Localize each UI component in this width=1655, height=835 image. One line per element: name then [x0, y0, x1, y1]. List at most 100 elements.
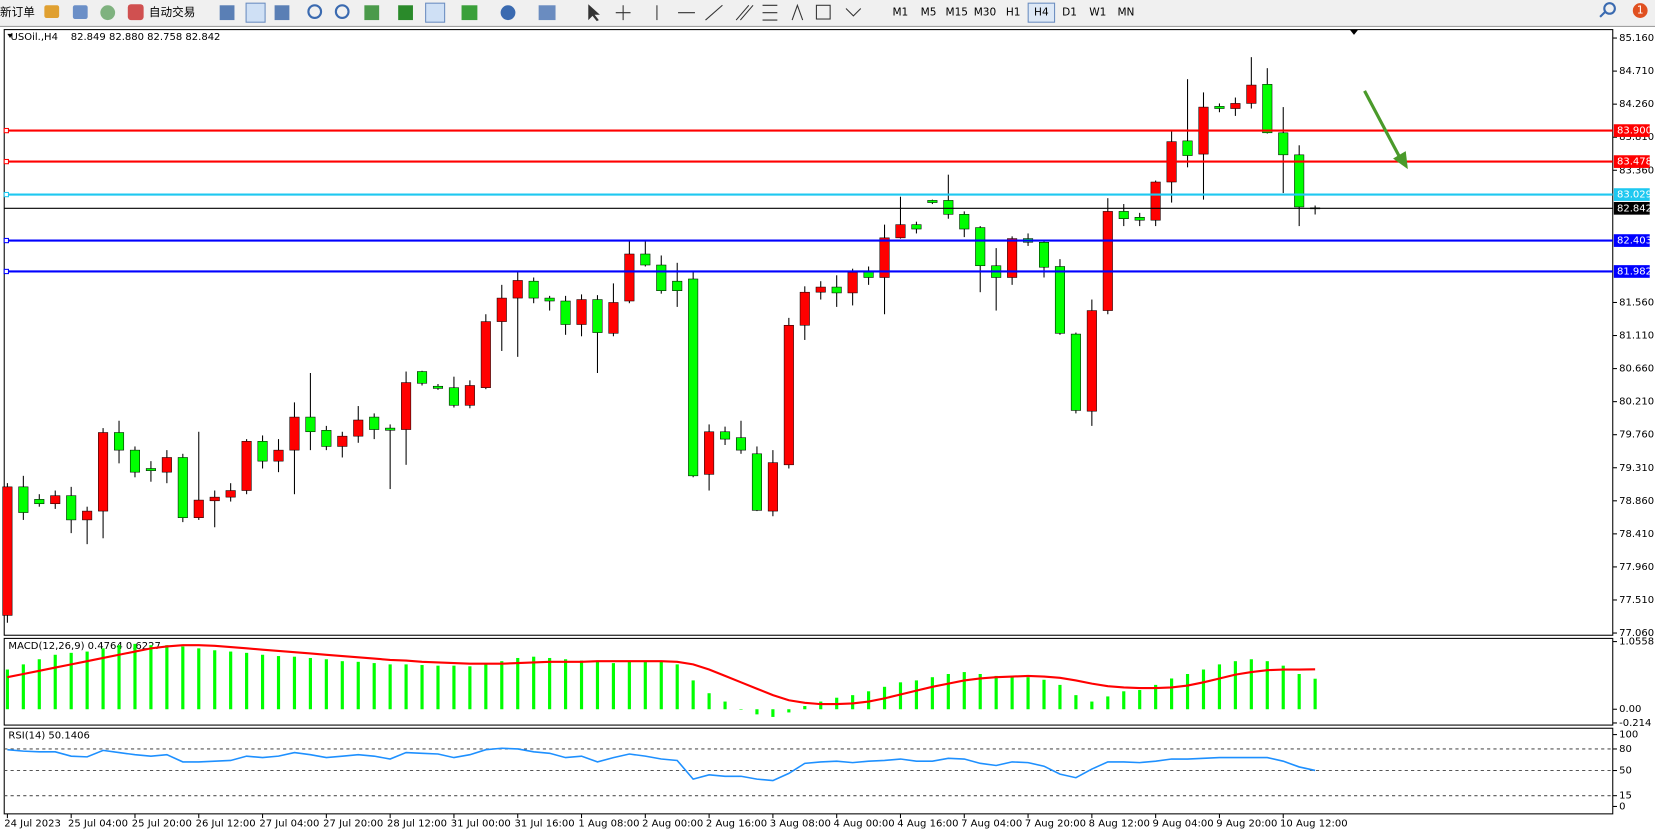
y-tick-label: 81.560 — [1619, 297, 1654, 308]
macd-bar — [388, 664, 392, 710]
level-label-bg — [1613, 234, 1650, 247]
candle-body — [82, 510, 93, 521]
macd-bar — [436, 665, 440, 710]
candle-body — [640, 253, 651, 266]
icon[interactable] — [219, 5, 235, 21]
candle-body — [401, 382, 412, 430]
candle-body — [305, 416, 316, 433]
candle-body — [1054, 266, 1065, 334]
candle-body — [831, 286, 842, 294]
y-tick-label: 78.860 — [1619, 496, 1654, 507]
level-label: 83.478 — [1617, 157, 1652, 168]
chart-title: MACD(12,26,9) 0.4764 0.6227 — [8, 641, 160, 652]
timeframe-button[interactable]: M15 — [946, 7, 969, 19]
shift-marker — [1349, 29, 1359, 35]
icon[interactable] — [845, 8, 862, 17]
macd-bar — [1138, 690, 1142, 710]
y-tick-label: 79.760 — [1619, 430, 1654, 441]
candle-body — [783, 324, 794, 466]
macd-bar — [771, 709, 775, 717]
icon[interactable] — [100, 5, 116, 21]
icon[interactable] — [364, 5, 380, 21]
level-label-bg — [1613, 265, 1650, 278]
icon[interactable] — [461, 5, 478, 21]
candle-body — [432, 385, 444, 389]
timeframe-button[interactable]: MN — [1117, 7, 1134, 19]
level-label-bg — [1613, 188, 1650, 201]
icon[interactable] — [274, 5, 290, 21]
timeframe-button[interactable]: W1 — [1089, 7, 1106, 19]
macd-bar — [85, 651, 89, 710]
new-order[interactable]: 新订单 — [0, 5, 35, 19]
notification-badge[interactable] — [1632, 3, 1648, 18]
candle-body — [576, 299, 587, 325]
candle-body — [177, 457, 188, 518]
icon[interactable] — [72, 5, 88, 20]
x-tick-label: 31 Jul 16:00 — [515, 818, 575, 829]
search-icon[interactable] — [1599, 2, 1616, 18]
icon[interactable] — [44, 5, 60, 18]
candle-body — [1182, 140, 1193, 156]
notification-count: 1 — [1637, 5, 1644, 17]
level-label-bg — [1613, 124, 1650, 137]
macd-bar — [133, 643, 137, 710]
macd-bar — [165, 645, 169, 710]
macd-bar — [930, 677, 934, 710]
candle-body — [241, 441, 252, 491]
icon[interactable] — [815, 4, 831, 20]
plot: USOil.,H4 82.849 82.880 82.758 82.842 85.1… — [2, 32, 1654, 829]
icon[interactable] — [307, 4, 323, 20]
auto-trading[interactable]: 自动交易 — [149, 5, 195, 19]
candle-body — [289, 416, 300, 451]
y-tick-label: 100 — [1619, 730, 1638, 741]
candle-body — [1007, 238, 1018, 278]
y-tick-label: 0 — [1619, 801, 1625, 812]
macd-bar — [803, 706, 807, 710]
macd-bar — [914, 680, 919, 710]
level-handle — [3, 127, 9, 134]
macd-bar — [946, 673, 950, 710]
timeframe-button[interactable]: M30 — [974, 7, 997, 19]
icon[interactable] — [588, 4, 600, 22]
price-panel — [3, 29, 1614, 636]
candle-body — [448, 387, 459, 406]
annotation-arrow — [1363, 90, 1403, 162]
level-handle — [3, 237, 9, 244]
y-tick-label: 50 — [1619, 766, 1632, 777]
macd-bar — [292, 656, 297, 710]
icon[interactable] — [127, 4, 144, 21]
candle-body — [1118, 211, 1129, 220]
macd-bar — [1201, 669, 1206, 710]
candle-body — [815, 286, 826, 293]
timeframe-button[interactable]: D1 — [1062, 7, 1077, 19]
y-tick-label: 83.360 — [1619, 165, 1654, 176]
icon[interactable] — [705, 4, 723, 21]
y-tick-label: 80.660 — [1619, 364, 1654, 375]
timeframe-button[interactable]: H1 — [1006, 7, 1021, 19]
macd-bar — [627, 661, 631, 710]
toolbar: 新订单 自动交易 — [0, 0, 1655, 27]
timeframe-button[interactable]: M5 — [921, 7, 937, 19]
icon[interactable] — [762, 4, 778, 21]
macd-bar — [563, 659, 568, 710]
candle-body — [751, 453, 762, 511]
icon[interactable] — [334, 4, 350, 20]
icon[interactable] — [398, 5, 413, 21]
candle-body — [608, 302, 619, 334]
y-tick-label: 15 — [1619, 791, 1632, 802]
y-tick-label: 80 — [1619, 744, 1632, 755]
icon[interactable] — [615, 5, 631, 21]
macd-bar — [819, 701, 823, 710]
icon[interactable] — [791, 3, 804, 21]
icon[interactable] — [425, 2, 446, 23]
icon[interactable] — [500, 5, 516, 21]
timeframe-button[interactable]: M1 — [892, 7, 908, 19]
candle-body — [1294, 154, 1305, 208]
level-label-bg — [1613, 201, 1650, 215]
icon[interactable] — [245, 2, 266, 23]
icon[interactable] — [538, 5, 556, 21]
level-handle — [3, 158, 9, 165]
timeframe-button[interactable]: H4 — [1034, 7, 1049, 19]
icon[interactable] — [735, 4, 754, 21]
